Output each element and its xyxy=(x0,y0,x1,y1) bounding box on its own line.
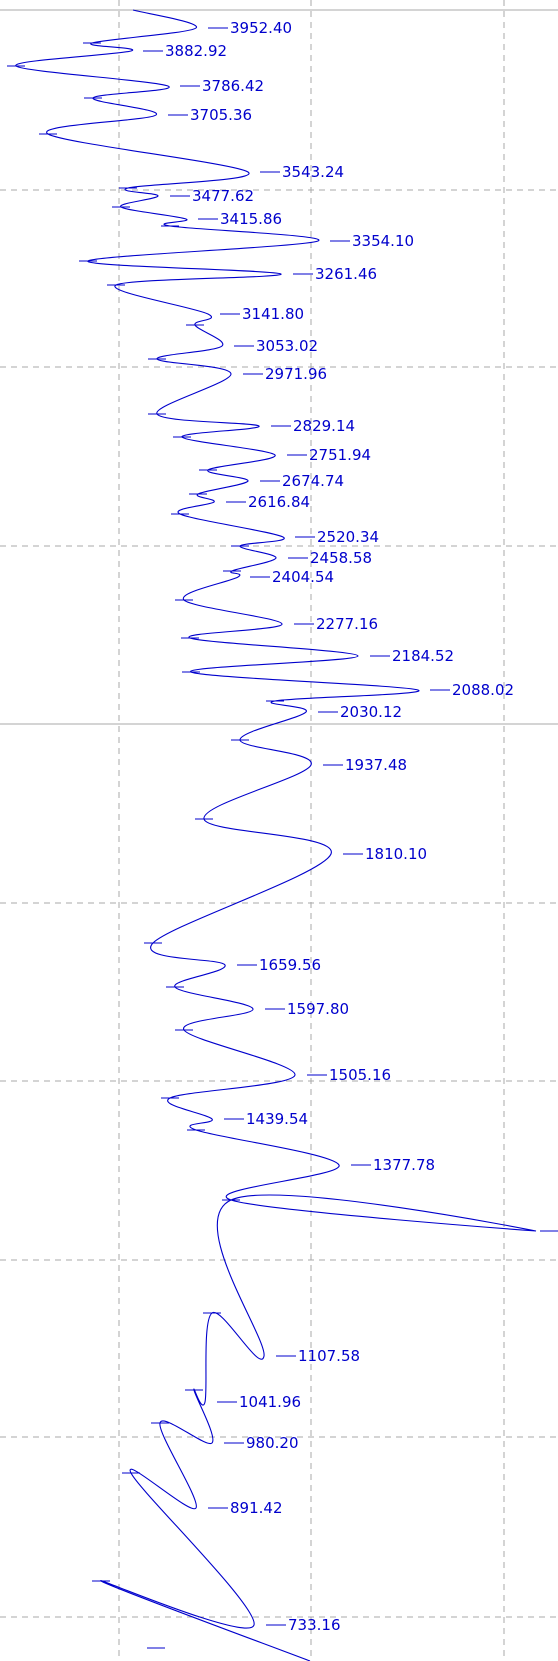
peak-label: 3141.80 xyxy=(242,305,304,323)
peak-label: 980.20 xyxy=(246,1434,299,1452)
peak-label: 3261.46 xyxy=(315,265,377,283)
peak-label: 2088.02 xyxy=(452,681,514,699)
spectrum-line xyxy=(16,10,536,1661)
peak-label: 2277.16 xyxy=(316,615,378,633)
peak-label: 2184.52 xyxy=(392,647,454,665)
peak-label: 3705.36 xyxy=(190,106,252,124)
peak-label: 1041.96 xyxy=(239,1393,301,1411)
peak-label: 3543.24 xyxy=(282,163,344,181)
peak-label: 1597.80 xyxy=(287,1000,349,1018)
peak-label: 1439.54 xyxy=(246,1110,308,1128)
peak-label: 1505.16 xyxy=(329,1066,391,1084)
peak-label: 891.42 xyxy=(230,1499,283,1517)
peak-label: 1377.78 xyxy=(373,1156,435,1174)
peak-label: 2520.34 xyxy=(317,528,379,546)
peak-label: 3882.92 xyxy=(165,42,227,60)
peak-label: 1659.56 xyxy=(259,956,321,974)
peak-label: 3786.42 xyxy=(202,77,264,95)
peak-label: 3354.10 xyxy=(352,232,414,250)
peak-label: 3415.86 xyxy=(220,210,282,228)
spectrum-trace xyxy=(16,10,536,1661)
peak-label: 2404.54 xyxy=(272,568,334,586)
peak-label: 3952.40 xyxy=(230,19,292,37)
peak-label: 2751.94 xyxy=(309,446,371,464)
peak-label: 2674.74 xyxy=(282,472,344,490)
peak-label: 1810.10 xyxy=(365,845,427,863)
peak-label: 1107.58 xyxy=(298,1347,360,1365)
peak-label: 1937.48 xyxy=(345,756,407,774)
peak-label: 733.16 xyxy=(288,1616,341,1634)
peak-label: 2030.12 xyxy=(340,703,402,721)
peak-label: 2616.84 xyxy=(248,493,310,511)
peak-label: 3053.02 xyxy=(256,337,318,355)
peak-label: 2971.96 xyxy=(265,365,327,383)
peak-label: 2458.58 xyxy=(310,549,372,567)
peak-label: 3477.62 xyxy=(192,187,254,205)
peak-label: 2829.14 xyxy=(293,417,355,435)
